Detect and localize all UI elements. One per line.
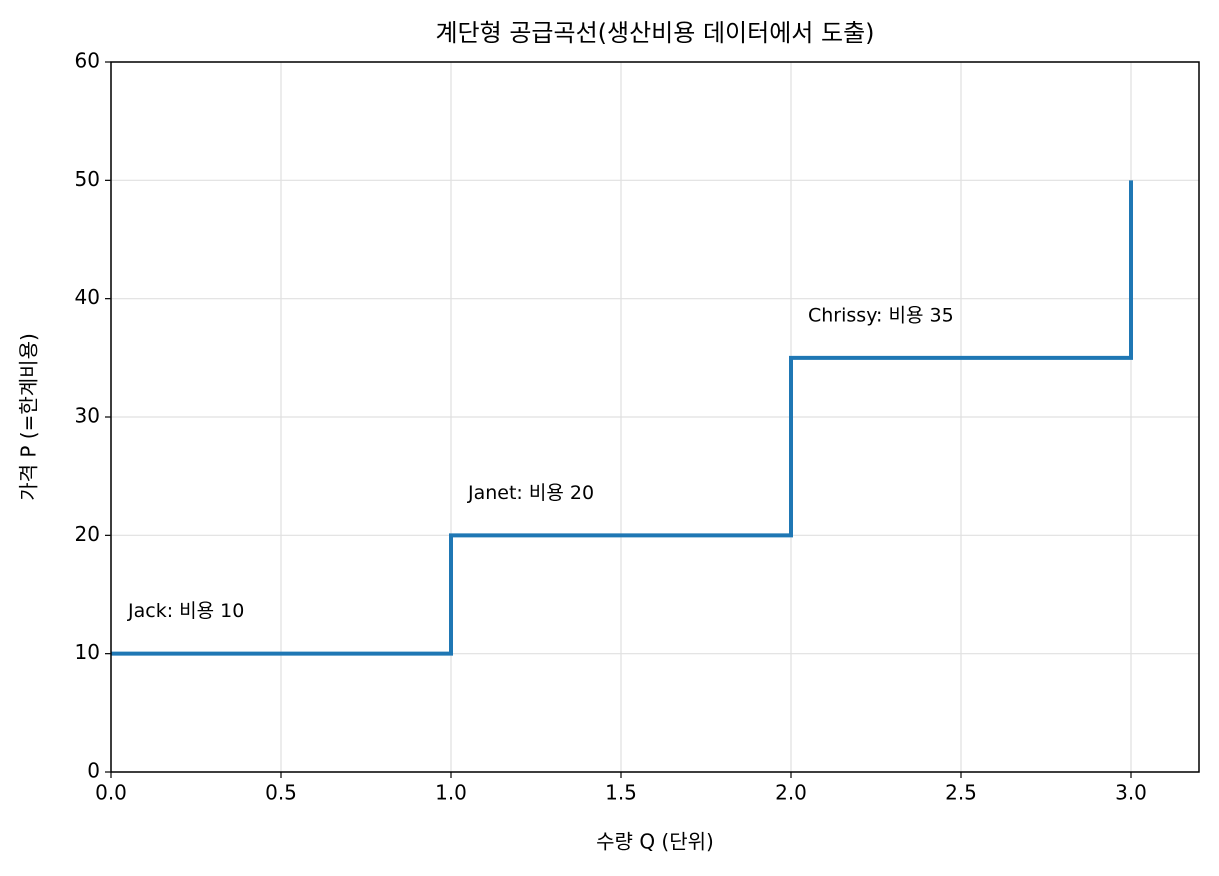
y-tick-label: 60 — [75, 49, 100, 73]
chart-title: 계단형 공급곡선(생산비용 데이터에서 도출) — [435, 19, 874, 47]
annotation: Chrissy: 비용 35 — [808, 304, 954, 326]
x-tick-label: 2.0 — [775, 781, 807, 805]
y-axis-label: 가격 P (=한계비용) — [17, 333, 41, 501]
annotation: Jack: 비용 10 — [127, 600, 244, 622]
y-tick-label: 20 — [75, 522, 100, 546]
y-tick-label: 30 — [75, 404, 100, 428]
x-tick-label: 1.5 — [605, 781, 637, 805]
annotation: Janet: 비용 20 — [467, 482, 594, 504]
x-tick-label: 3.0 — [1115, 781, 1147, 805]
y-tick-label: 0 — [87, 759, 100, 783]
plot-frame — [110, 61, 1200, 773]
x-tick-label: 1.0 — [435, 781, 467, 805]
x-tick-label: 0.0 — [95, 781, 127, 805]
x-axis-label: 수량 Q (단위) — [596, 830, 714, 854]
y-tick-label: 40 — [75, 285, 100, 309]
y-tick-label: 10 — [75, 640, 100, 664]
y-tick-label: 50 — [75, 167, 100, 191]
step-line — [111, 180, 1133, 656]
x-tick-label: 2.5 — [945, 781, 977, 805]
x-tick-label: 0.5 — [265, 781, 297, 805]
